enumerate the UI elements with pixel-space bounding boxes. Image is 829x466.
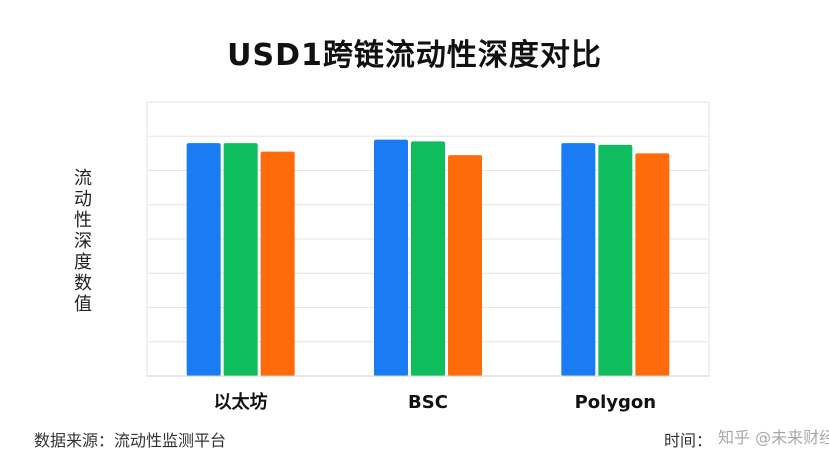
bar-BSC-series-3 [448,155,482,376]
bar-BSC-series-2 [411,141,445,376]
x-tick-label: 以太坊 [214,391,268,413]
bar-Polygon-series-2 [598,144,633,376]
watermark: 知乎 @未来财经 [718,428,829,447]
chart-title: USD1跨链流动性深度对比 [227,38,602,73]
bar-以太坊-series-3 [260,151,295,376]
bar-BSC-series-1 [374,139,408,376]
y-axis-label: 流动性深度数值 [74,168,92,315]
bar-以太坊-series-1 [186,143,221,376]
bar-以太坊-series-2 [223,143,258,376]
x-tick-label: BSC [408,392,448,413]
data-source-note: 数据来源：流动性监测平台 [34,431,227,450]
time-note: 时间： [664,431,713,450]
bar-Polygon-series-3 [635,153,670,376]
bar-Polygon-series-1 [561,143,596,376]
x-tick-label: Polygon [575,392,657,413]
